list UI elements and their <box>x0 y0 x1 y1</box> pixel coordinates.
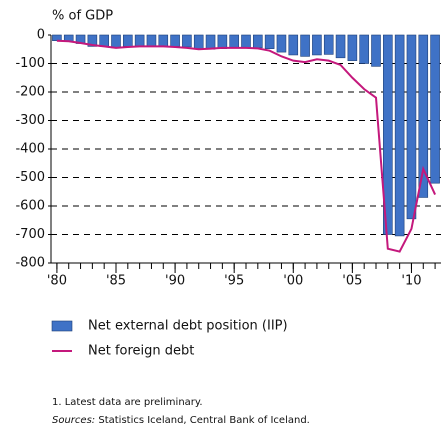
y-tick-label: -500 <box>15 170 45 185</box>
legend-swatch <box>51 320 73 332</box>
bar <box>170 34 180 47</box>
bar <box>111 34 121 49</box>
bar <box>264 34 275 49</box>
bar <box>347 34 358 61</box>
line <box>56 39 436 253</box>
bar <box>371 34 381 67</box>
y-tick-label: -400 <box>15 142 45 157</box>
footnote: 1. Latest data are preliminary. <box>52 397 203 408</box>
bar <box>99 34 109 47</box>
y-tick-label: -600 <box>15 199 45 214</box>
x-tick-label: '90 <box>165 274 185 289</box>
bar <box>323 34 334 55</box>
bar <box>312 34 322 56</box>
bar <box>134 34 145 47</box>
bar <box>359 34 369 64</box>
bar <box>276 34 287 53</box>
bar <box>52 34 62 41</box>
bar <box>229 34 239 49</box>
bar <box>394 34 405 237</box>
bar <box>335 34 346 59</box>
bar <box>217 34 228 49</box>
bar <box>158 34 169 47</box>
bar <box>205 34 216 50</box>
bar <box>87 34 98 47</box>
x-tick-label: '95 <box>224 274 244 289</box>
sources-text: Statistics Iceland, Central Bank of Icel… <box>98 415 310 425</box>
bar <box>253 34 263 49</box>
x-tick-label: '00 <box>283 274 303 289</box>
sources: Sources: Statistics Iceland, Central Ban… <box>52 415 310 425</box>
bar <box>300 34 310 57</box>
bar <box>241 34 251 49</box>
x-tick-label: '05 <box>342 274 362 289</box>
y-axis-label: % of GDP <box>52 9 113 24</box>
bar <box>288 34 299 56</box>
y-tick-label: 0 <box>37 28 45 43</box>
x-tick-label: '85 <box>106 274 126 289</box>
sources-label: Sources: <box>52 415 95 425</box>
bar <box>193 34 204 49</box>
x-tick-label: '10 <box>401 274 421 289</box>
y-tick-label: -700 <box>15 227 45 242</box>
bar <box>406 34 417 220</box>
y-tick-label: -100 <box>15 56 45 71</box>
legend-label: Net external debt position (IIP) <box>88 319 288 334</box>
x-tick-label: '80 <box>47 274 67 289</box>
bar <box>123 34 133 47</box>
legend-label: Net foreign debt <box>88 344 194 359</box>
y-tick-label: -200 <box>15 85 45 100</box>
bar <box>182 34 192 48</box>
bar <box>383 34 393 235</box>
bar <box>430 34 440 184</box>
y-tick-label: -800 <box>15 256 45 271</box>
bar <box>418 34 429 198</box>
bar <box>146 34 157 47</box>
y-tick-label: -300 <box>15 113 45 128</box>
